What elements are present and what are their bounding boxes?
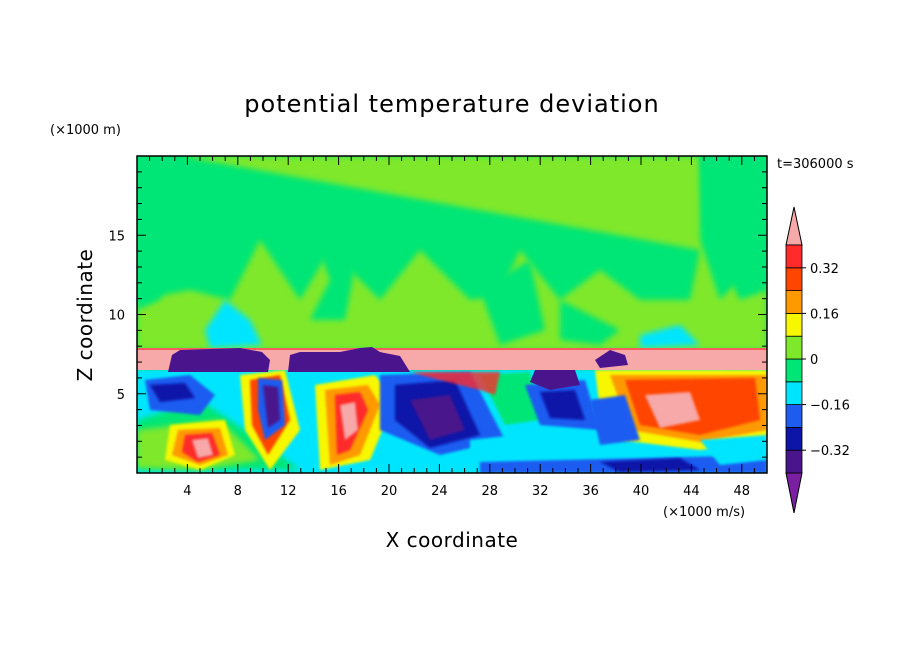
colorbar-label: −0.16 [810,399,850,414]
chart-title: potential temperature deviation [244,90,659,118]
colorbar-segment [785,312,803,337]
x-tick-label: 40 [633,484,650,499]
y-unit-label: (×1000 m) [50,123,121,138]
y-axis-ticks: 5 10 15 [108,171,767,458]
warm-x42-pink [645,392,700,428]
band-lower-fringe [410,372,500,395]
colorbar-over-triangle [785,206,803,246]
colorbar-segment [785,290,803,314]
heatmap-field [137,156,767,473]
x-tick-label: 28 [482,484,499,499]
cold-patch-x8 [168,348,270,372]
upper-green-streak-1 [137,156,180,310]
colorbar-label: 0 [810,353,818,368]
cold-patch-x38 [595,350,628,368]
colorbar-segment [785,381,803,405]
x-tick-label: 12 [280,484,297,499]
colorbar-segment [785,267,803,291]
y-axis-label: Z coordinate [73,249,97,382]
warm-x18-pink [340,402,358,440]
cold-patch-x16 [288,347,410,372]
y-tick-label: 10 [108,309,125,324]
upper-green-streak-4 [700,156,767,300]
y-tick-label: 5 [117,388,125,403]
x-tick-label: 20 [381,484,398,499]
cyan-plume-left [205,300,262,348]
x-axis-label: X coordinate [386,528,519,552]
x-tick-label: 8 [234,484,242,499]
colorbar-segment [785,335,803,360]
x-tick-label: 48 [734,484,751,499]
cyan-plume-right [640,325,700,348]
cold-x38-blue [590,395,640,445]
colorbar-label: 0.16 [810,307,839,322]
time-label: t=306000 s [777,157,854,172]
colorbar: 0.32 0.16 0 −0.16 −0.32 [785,206,850,514]
cold-x24-purple [410,395,465,440]
cold-x32-navy [540,390,585,420]
colorbar-label: 0.32 [810,262,839,277]
stable-band-edge [137,348,767,350]
x-tick-label: 36 [582,484,599,499]
upper-green-streak-3 [480,260,545,345]
vortex-x10-purple [263,385,280,428]
colorbar-segment [785,358,803,383]
colorbar-segment [785,449,803,474]
x-tick-label: 24 [431,484,448,499]
x-axis-ticks: 4 8 12 16 20 24 28 32 36 40 44 48 [149,156,755,499]
cyan-swirl-x28 [470,430,610,462]
upper-light-green-region [137,156,767,350]
bottom-strip-navy [600,458,700,472]
x-unit-label: (×1000 m/s) [663,505,745,520]
lower-zone-navy-left [150,383,195,402]
x-tick-label: 44 [683,484,700,499]
warm-core-x6-pink [192,438,213,458]
colorbar-segment [785,244,803,269]
upper-green-streak-5 [560,300,620,345]
upper-green-streak-2 [300,200,360,320]
x-tick-label: 16 [330,484,347,499]
colorbar-segment [785,426,803,451]
colorbar-segment [785,404,803,428]
bottom-right-cyan [700,435,767,465]
colorbar-label: −0.32 [810,444,850,459]
y-tick-label: 15 [108,229,125,244]
x-tick-label: 32 [532,484,549,499]
cold-patch-x33 [530,370,580,390]
x-tick-label: 4 [183,484,191,499]
colorbar-under-triangle [785,472,803,514]
